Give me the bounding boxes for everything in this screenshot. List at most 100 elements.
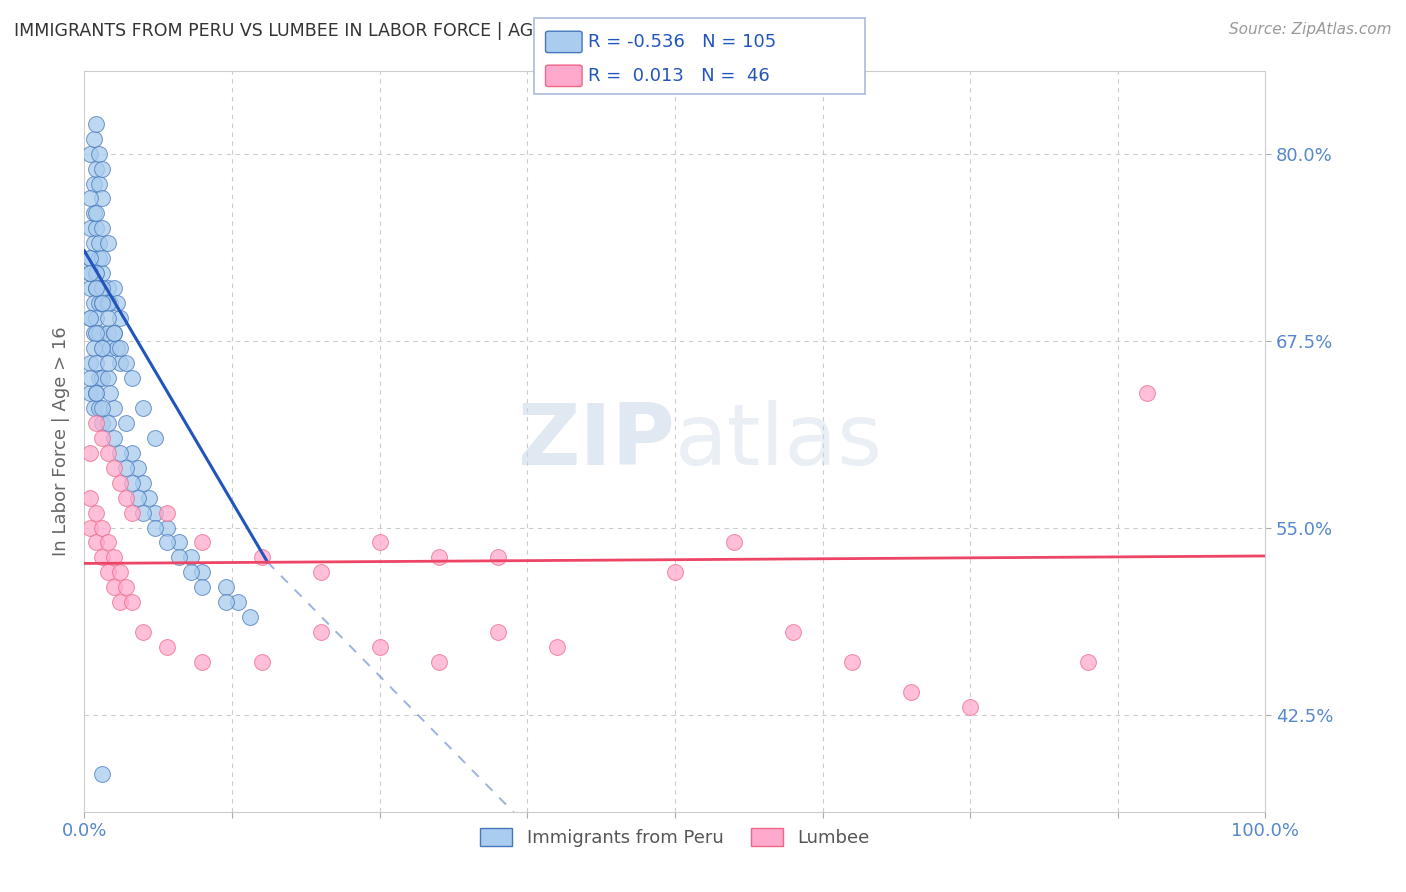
Point [782,625,804,640]
Point [84,326,107,340]
Point [98,341,121,355]
Point [91,161,114,176]
Point [103,550,125,565]
Point [79,252,101,266]
Point [79,491,101,505]
Point [180,550,202,565]
Point [309,625,332,640]
Point [97,416,120,430]
Point [664,566,686,580]
Point [79,311,101,326]
Point [91,371,114,385]
Point [97,371,120,385]
Point [91,341,114,355]
Point [132,506,155,520]
Point [79,520,101,534]
Point [97,281,120,295]
Point [103,281,125,295]
Point [84,356,107,370]
Point [84,206,107,220]
Point [87,401,110,415]
Point [84,161,107,176]
Point [79,371,101,385]
Point [156,520,179,534]
Point [91,520,114,534]
Point [84,281,107,295]
Point [1136,386,1159,401]
Point [84,386,107,401]
Point [127,460,149,475]
Point [79,221,101,235]
Point [959,700,981,714]
Point [98,386,121,401]
Point [427,655,450,669]
Point [114,491,136,505]
Point [87,146,110,161]
Point [167,550,190,565]
Point [91,252,114,266]
Point [79,311,101,326]
Point [108,446,131,460]
Point [250,655,273,669]
Point [91,221,114,235]
Point [83,401,105,415]
Point [121,371,143,385]
Point [97,566,120,580]
Point [486,625,509,640]
Point [91,550,114,565]
Point [97,311,120,326]
Point [121,475,143,490]
Point [79,281,101,295]
Point [97,326,120,340]
Point [103,431,125,445]
Point [87,177,110,191]
Point [97,356,120,370]
Point [215,595,238,609]
Point [138,491,160,505]
Point [309,566,332,580]
Point [91,431,114,445]
Text: IMMIGRANTS FROM PERU VS LUMBEE IN LABOR FORCE | AGE > 16 CORRELATION CHART: IMMIGRANTS FROM PERU VS LUMBEE IN LABOR … [14,22,786,40]
Point [79,356,101,370]
Point [121,506,143,520]
Text: R =  0.013   N =  46: R = 0.013 N = 46 [588,67,769,85]
Point [103,326,125,340]
Point [97,236,120,251]
Point [83,131,105,145]
Point [87,296,110,310]
Point [83,326,105,340]
Point [900,685,922,699]
Point [91,281,114,295]
Legend: Immigrants from Peru, Lumbee: Immigrants from Peru, Lumbee [472,821,877,855]
Point [97,535,120,549]
Point [108,356,131,370]
Point [87,236,110,251]
Point [79,266,101,280]
Point [108,311,131,326]
Point [103,460,125,475]
Point [191,655,214,669]
Point [84,266,107,280]
Point [107,341,129,355]
Point [107,296,129,310]
Text: ZIP: ZIP [517,400,675,483]
Point [84,535,107,549]
Point [84,311,107,326]
Point [108,595,131,609]
Point [143,506,166,520]
Point [132,401,155,415]
Point [79,252,101,266]
Point [91,401,114,415]
Text: R = -0.536   N = 105: R = -0.536 N = 105 [588,33,776,51]
Point [97,296,120,310]
Point [83,177,105,191]
Point [114,460,136,475]
Text: atlas: atlas [675,400,883,483]
Point [91,192,114,206]
Point [91,296,114,310]
Point [103,326,125,340]
Point [84,506,107,520]
Point [250,550,273,565]
Point [84,117,107,131]
Point [114,416,136,430]
